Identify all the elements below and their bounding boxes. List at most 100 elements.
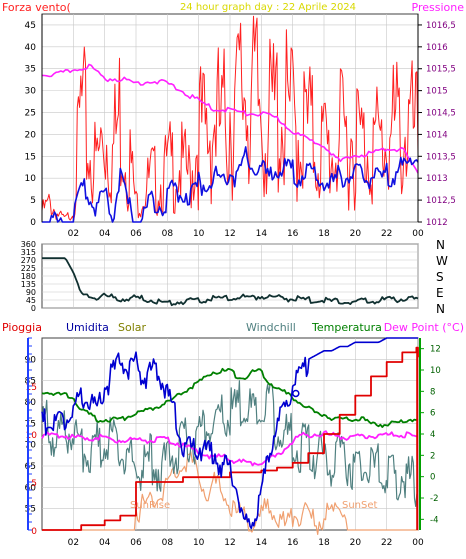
wind-y-tick: 45 [25, 21, 36, 31]
humidity-temperature-panel: 02 04 06 08 10 12 14 16 18 20 22 005560657075808590… [2, 321, 464, 548]
humidity-x-tick: 04 [99, 538, 111, 548]
temperature-y-tick: 2 [430, 451, 435, 461]
rain-y-tick: 5 [31, 479, 37, 489]
pressure-y-tick: 1013,5 [426, 152, 456, 162]
wind-y-tick: 15 [25, 152, 36, 162]
humidity-x-tick: 20 [350, 538, 362, 548]
humidity-y-tick: 75 [25, 419, 36, 429]
wind-average-line [42, 146, 419, 223]
temperature-y-tick: 8 [430, 387, 435, 397]
solar-line [42, 451, 418, 536]
humidity-y-tick: 65 [25, 462, 36, 472]
wind-x-tick: 22 [381, 229, 392, 239]
chart-title: 24 hour graph day : 22 Aprile 2024 [180, 2, 356, 13]
wind-direction-line [42, 257, 419, 307]
legend-rain: Pioggia [2, 321, 42, 334]
humidity-line [41, 337, 418, 530]
temperature-y-tick: 0 [430, 473, 435, 483]
wind-y-tick: 25 [25, 109, 36, 119]
pressure-y-tick: 1014 [426, 130, 448, 140]
sunset-label: SunSet [342, 500, 378, 511]
wind-axis-title: Forza vento( [2, 1, 71, 14]
legend-dewpoint: Dew Point (°C) [384, 321, 464, 334]
temperature-y-tick: -4 [430, 515, 438, 525]
wind-y-tick: 20 [25, 130, 37, 140]
wind-gust-line [41, 15, 419, 221]
rain-y-tick: 15 [26, 383, 37, 393]
temperature-line [41, 367, 419, 429]
humidity-x-tick: 16 [287, 538, 299, 548]
wind-x-tick: 10 [193, 229, 205, 239]
humidity-x-tick: 18 [318, 538, 330, 548]
wind-x-tick: 08 [162, 229, 174, 239]
humidity-y-tick: 70 [25, 441, 37, 451]
wind-y-tick: 40 [25, 43, 37, 53]
direction-y-tick: 270 [21, 256, 36, 265]
wind-x-tick: 18 [318, 229, 330, 239]
humidity-x-tick: 12 [224, 538, 235, 548]
humidity-x-tick: 00 [412, 538, 424, 548]
temperature-y-tick: 12 [430, 345, 441, 355]
pressure-y-tick: 1012,5 [426, 196, 456, 206]
direction-y-tick: 0 [31, 304, 36, 313]
legend-humidity: Umidita [66, 321, 109, 334]
humidity-x-tick: 10 [193, 538, 205, 548]
pressure-y-tick: 1013 [426, 174, 448, 184]
pressure-y-tick: 1015,5 [426, 65, 456, 75]
direction-y-tick: 90 [26, 288, 36, 297]
direction-y-tick: 45 [26, 296, 36, 305]
humidity-y-tick: 85 [25, 377, 36, 387]
humidity-y-tick: 55 [25, 505, 36, 515]
legend-solar: Solar [118, 321, 147, 334]
temperature-y-tick: 6 [430, 409, 435, 419]
wind-y-tick: 10 [25, 174, 37, 184]
compass-label-n: N [436, 238, 445, 252]
compass-label-s: S [436, 270, 444, 284]
rain-y-tick: 0 [31, 527, 37, 537]
wind-x-tick: 06 [130, 229, 142, 239]
wind-y-tick: 30 [25, 87, 37, 97]
humidity-x-tick: 14 [256, 538, 268, 548]
humidity-x-tick: 02 [68, 538, 79, 548]
wind-x-tick: 00 [412, 229, 424, 239]
direction-y-tick: 315 [21, 248, 36, 257]
wind-pressure-panel: 02 04 06 08 10 12 14 16 18 20 22 000510152025303540… [2, 1, 464, 239]
direction-y-tick: 135 [21, 280, 36, 289]
humidity-x-tick: 08 [162, 538, 174, 548]
pressure-line [41, 63, 419, 174]
humidity-x-tick: 22 [381, 538, 392, 548]
wind-x-tick: 20 [350, 229, 362, 239]
wind-x-tick: 02 [68, 229, 79, 239]
rain-line [42, 346, 419, 531]
pressure-y-tick: 1016 [426, 43, 448, 53]
pressure-y-tick: 1014,5 [426, 109, 456, 119]
wind-y-tick: 35 [25, 65, 36, 75]
pressure-y-tick: 1015 [426, 87, 448, 97]
wind-y-tick: 0 [30, 218, 36, 228]
temperature-y-tick: 10 [430, 366, 441, 376]
direction-y-tick: 225 [21, 264, 36, 273]
compass-label-e: E [436, 286, 444, 300]
compass-label-n2: N [436, 302, 445, 316]
humidity-y-tick: 90 [25, 355, 37, 365]
humidity-x-tick: 06 [130, 538, 142, 548]
legend-windchill: Windchill [246, 321, 296, 334]
wind-x-tick: 14 [256, 229, 268, 239]
sunrise-label: SunRise [130, 500, 170, 511]
pressure-y-tick: 1012 [426, 218, 448, 228]
wind-x-tick: 04 [99, 229, 111, 239]
wind-x-tick: 16 [287, 229, 299, 239]
temperature-y-tick: -2 [430, 494, 438, 504]
direction-y-tick: 180 [21, 272, 36, 281]
direction-y-tick: 360 [21, 240, 36, 249]
rain-y-tick: 10 [26, 431, 38, 441]
humidity-marker [292, 389, 300, 398]
humidity-y-tick: 80 [25, 398, 37, 408]
compass-label-w: W [436, 254, 448, 268]
wind-y-tick: 5 [30, 196, 36, 206]
temperature-y-tick: 4 [430, 430, 435, 440]
legend-temperature: Temperatura [311, 321, 382, 334]
